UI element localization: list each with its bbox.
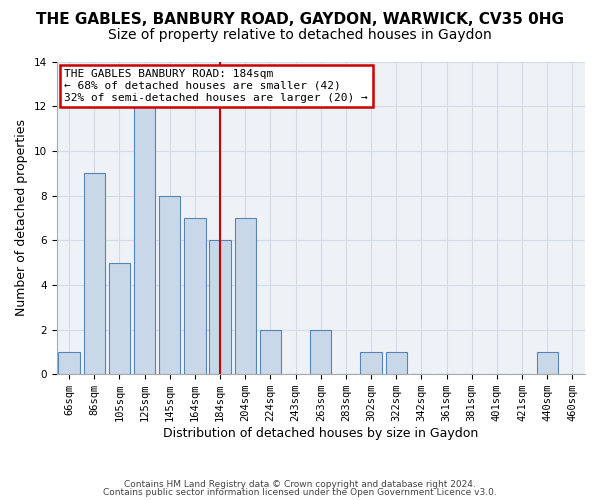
Text: Size of property relative to detached houses in Gaydon: Size of property relative to detached ho… — [108, 28, 492, 42]
Bar — [134, 106, 155, 374]
Text: Contains HM Land Registry data © Crown copyright and database right 2024.: Contains HM Land Registry data © Crown c… — [124, 480, 476, 489]
Bar — [58, 352, 80, 374]
Bar — [235, 218, 256, 374]
Bar — [209, 240, 231, 374]
X-axis label: Distribution of detached houses by size in Gaydon: Distribution of detached houses by size … — [163, 427, 478, 440]
Bar — [361, 352, 382, 374]
Bar — [310, 330, 331, 374]
Text: THE GABLES, BANBURY ROAD, GAYDON, WARWICK, CV35 0HG: THE GABLES, BANBURY ROAD, GAYDON, WARWIC… — [36, 12, 564, 28]
Bar — [184, 218, 206, 374]
Bar — [260, 330, 281, 374]
Bar — [386, 352, 407, 374]
Bar — [83, 173, 105, 374]
Bar — [109, 262, 130, 374]
Text: THE GABLES BANBURY ROAD: 184sqm
← 68% of detached houses are smaller (42)
32% of: THE GABLES BANBURY ROAD: 184sqm ← 68% of… — [64, 70, 368, 102]
Y-axis label: Number of detached properties: Number of detached properties — [15, 120, 28, 316]
Text: Contains public sector information licensed under the Open Government Licence v3: Contains public sector information licen… — [103, 488, 497, 497]
Bar — [159, 196, 181, 374]
Bar — [536, 352, 558, 374]
